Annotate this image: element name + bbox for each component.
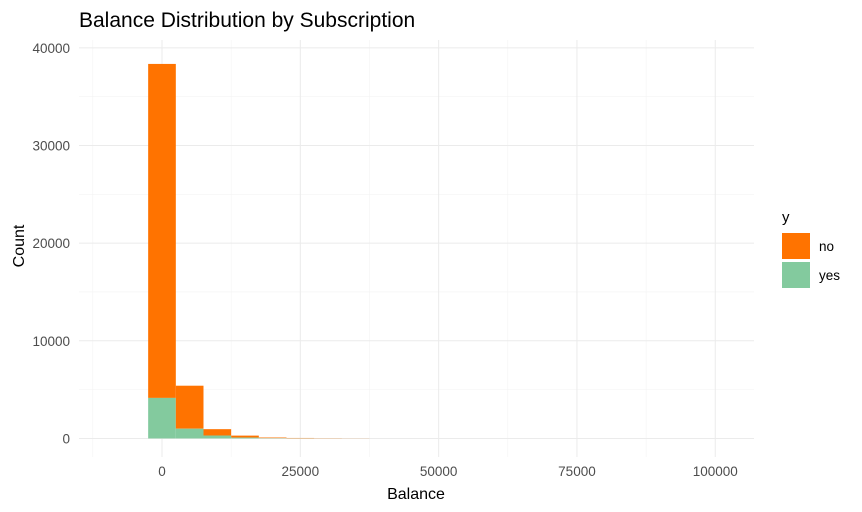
x-tick-label: 0 — [158, 464, 166, 479]
bar-no-3 — [231, 435, 259, 438]
x-axis-title: Balance — [387, 486, 445, 503]
legend-label-yes: yes — [819, 268, 840, 283]
y-axis-title: Count — [11, 224, 28, 267]
legend-swatch-no — [782, 233, 810, 259]
bar-no-2 — [203, 429, 232, 436]
bar-yes-0 — [148, 397, 176, 439]
legend-label-no: no — [819, 239, 834, 254]
chart-title: Balance Distribution by Subscription — [79, 9, 415, 32]
bar-no-4 — [258, 437, 287, 439]
y-tick-label: 0 — [62, 431, 70, 446]
y-tick-label: 30000 — [32, 138, 70, 153]
legend: y no yes — [782, 209, 840, 288]
bar-no-0 — [148, 63, 176, 398]
x-tick-label: 25000 — [282, 464, 320, 479]
y-tick-label: 40000 — [32, 41, 70, 56]
tick-labels: 0 25000 50000 75000 100000 0 10000 20000 30000 40… — [32, 41, 737, 479]
bars — [148, 63, 370, 439]
legend-title: y — [782, 209, 790, 226]
x-tick-label: 75000 — [558, 464, 596, 479]
bar-no-1 — [175, 385, 204, 429]
bar-yes-2 — [203, 435, 232, 439]
x-tick-label: 50000 — [420, 464, 458, 479]
bar-yes-3 — [231, 437, 259, 439]
bar-yes-1 — [175, 428, 204, 439]
y-tick-label: 10000 — [32, 334, 70, 349]
x-tick-label: 100000 — [693, 464, 738, 479]
legend-swatch-yes — [782, 262, 810, 288]
y-tick-label: 20000 — [32, 236, 70, 251]
